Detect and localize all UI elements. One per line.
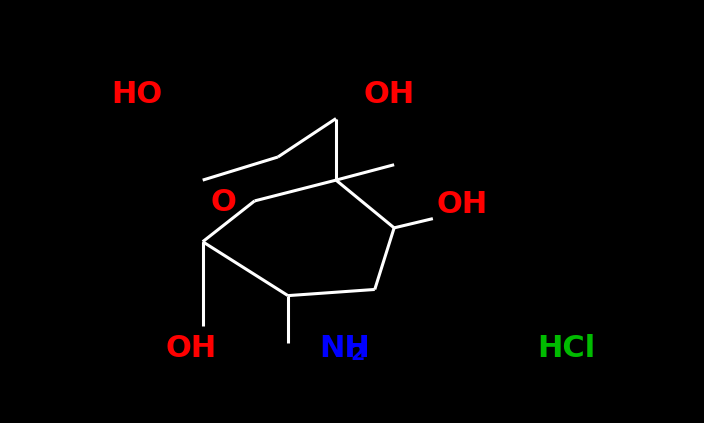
Text: NH: NH bbox=[319, 334, 370, 363]
Text: HCl: HCl bbox=[537, 334, 596, 363]
Text: OH: OH bbox=[165, 334, 217, 363]
Text: HO: HO bbox=[111, 80, 163, 109]
Text: OH: OH bbox=[363, 80, 415, 109]
Text: O: O bbox=[210, 188, 237, 217]
Text: OH: OH bbox=[436, 190, 488, 219]
Text: 2: 2 bbox=[350, 344, 365, 364]
